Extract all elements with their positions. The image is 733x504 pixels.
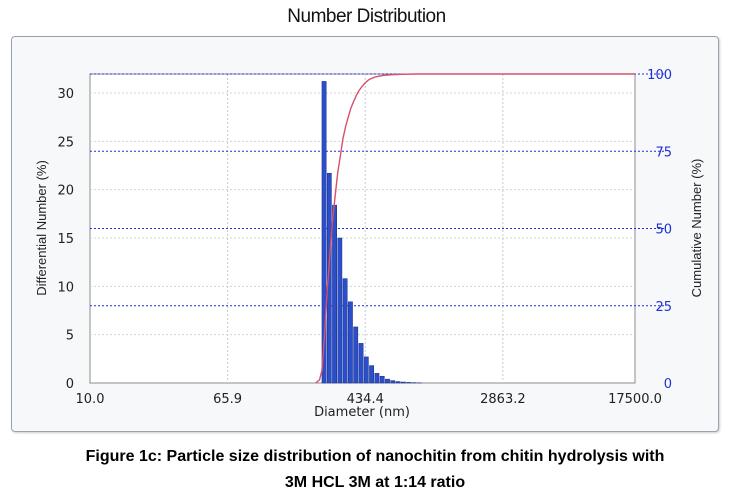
y-tick-label: 20 xyxy=(57,184,74,199)
y2-tick-label: 100 xyxy=(647,68,672,83)
histogram-bar xyxy=(337,237,343,384)
x-axis-label: Diameter (nm) xyxy=(314,405,410,420)
x-tick-label: 434.4 xyxy=(347,392,384,407)
histogram-bar xyxy=(347,301,353,384)
histogram-bar xyxy=(406,382,411,384)
x-tick-label: 10.0 xyxy=(76,392,105,407)
y-tick-label: 25 xyxy=(57,135,74,150)
tick-labels: 10.0 65.9 434.4 2863.2 17500.005101520253002… xyxy=(57,68,672,407)
histogram-bar xyxy=(390,380,396,384)
caption-line-2: 3M HCL 3M at 1:14 ratio xyxy=(284,474,466,491)
figure-caption: Figure 1c: Particle size distribution of… xyxy=(40,444,710,496)
histogram-bar xyxy=(385,378,390,384)
y2-axis-label: Cumulative Number (%) xyxy=(689,159,704,298)
y-tick-label: 0 xyxy=(66,377,74,392)
chart-frame: 10.0 65.9 434.4 2863.2 17500.0 0 5 10 15 20 25 30 0 2… xyxy=(11,36,719,432)
y-axis-label: Differential Number (%) xyxy=(34,160,49,296)
cumulative-series xyxy=(315,73,635,384)
y-tick-label: 15 xyxy=(57,232,74,247)
histogram-bar xyxy=(358,343,364,384)
histogram-bar xyxy=(400,381,406,384)
y-tick-label: 10 xyxy=(57,280,74,295)
grid-lines xyxy=(90,73,665,383)
y-tick-label: 30 xyxy=(57,87,74,102)
chart-svg: 10.0 65.9 434.4 2863.2 17500.005101520253002… xyxy=(34,68,704,420)
y-tick-label: 5 xyxy=(66,329,74,344)
caption-line-1: Figure 1c: Particle size distribution of… xyxy=(85,448,665,465)
histogram-bar xyxy=(353,326,359,384)
y2-tick-label: 50 xyxy=(655,223,672,238)
y2-tick-label: 75 xyxy=(655,145,672,160)
chart-title: Number Distribution xyxy=(287,6,446,27)
histogram-bar xyxy=(374,373,380,384)
histogram-bar xyxy=(321,81,327,384)
histogram-bar xyxy=(395,381,401,384)
histogram-bar xyxy=(342,278,348,384)
histogram-bar xyxy=(379,375,385,384)
y2-tick-label: 25 xyxy=(655,300,672,315)
histogram-bar xyxy=(369,365,375,384)
histogram-bar xyxy=(332,204,337,384)
histogram-bar xyxy=(326,172,332,384)
x-tick-label: 17500.0 xyxy=(608,392,662,407)
cumulative-line xyxy=(315,73,635,384)
bar-series xyxy=(321,81,422,384)
x-tick-label: 2863.2 xyxy=(480,392,526,407)
y2-tick-label: 0 xyxy=(664,377,672,392)
histogram-bar xyxy=(363,356,369,384)
x-tick-label: 65.9 xyxy=(213,392,242,407)
